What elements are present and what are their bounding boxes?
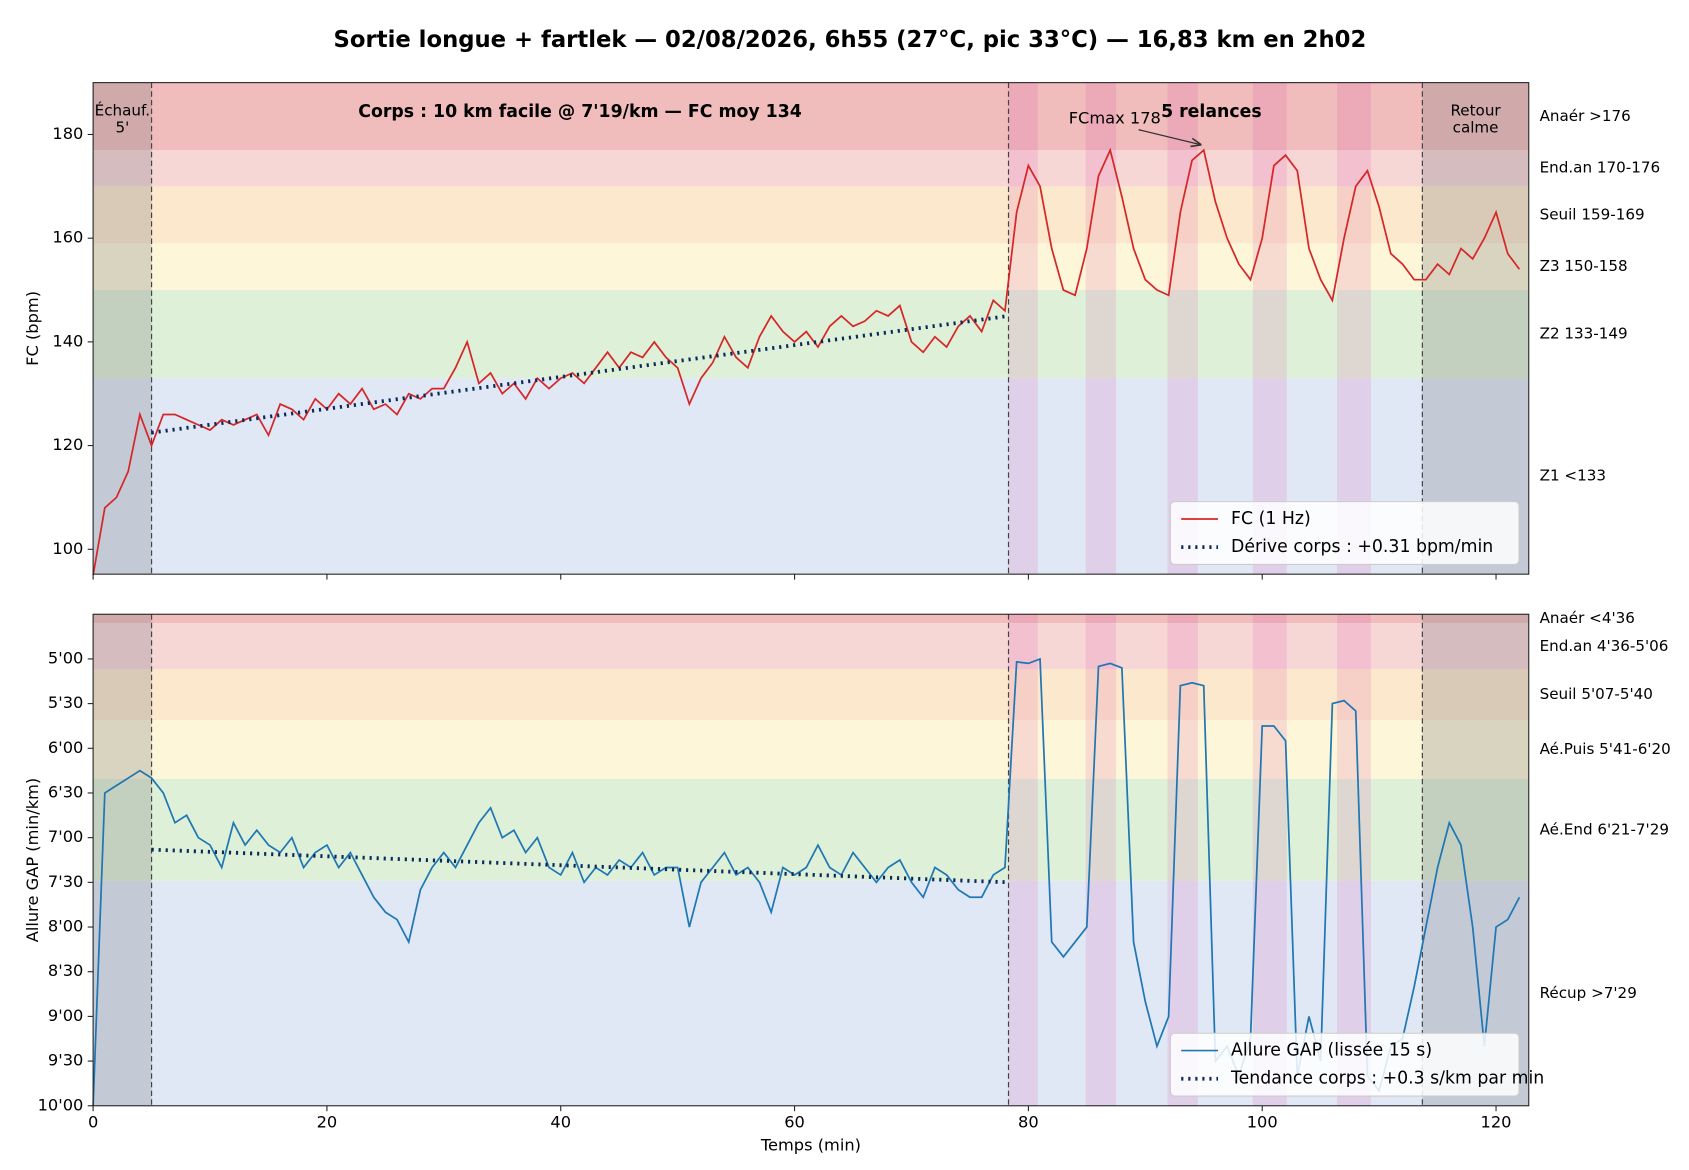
y-tick-label: 120 bbox=[52, 435, 83, 454]
y-axis-label: Allure GAP (min/km) bbox=[23, 778, 42, 942]
zone-label: Seuil 5'07-5'40 bbox=[1540, 685, 1653, 703]
zone-label: Aé.End 6'21-7'29 bbox=[1540, 820, 1669, 838]
zone-label: Z1 <133 bbox=[1540, 467, 1606, 485]
warmup-label: Échauf. bbox=[95, 100, 150, 119]
zone-band bbox=[93, 669, 1529, 720]
zone-band bbox=[93, 82, 1529, 151]
zone-label: Aé.Puis 5'41-6'20 bbox=[1540, 740, 1671, 758]
chart-title: Sortie longue + fartlek — 02/08/2026, 6h… bbox=[334, 27, 1367, 53]
relance-span bbox=[1167, 614, 1198, 1106]
x-tick-label: 20 bbox=[317, 1113, 338, 1132]
y-tick-label: 180 bbox=[52, 124, 83, 143]
y-tick-label: 8'00 bbox=[48, 917, 83, 936]
zone-label: Z2 133-149 bbox=[1540, 325, 1628, 343]
y-tick-label: 6'30 bbox=[48, 782, 83, 801]
plot-frame bbox=[92, 613, 1530, 1107]
zone-label: Anaér <4'36 bbox=[1540, 609, 1635, 627]
zone-label: Z3 150-158 bbox=[1540, 257, 1628, 275]
zone-label: End.an 4'36-5'06 bbox=[1540, 637, 1669, 655]
relance-span bbox=[1252, 614, 1287, 1106]
legend-label: FC (1 Hz) bbox=[1231, 509, 1311, 529]
data-line bbox=[92, 657, 1521, 1106]
zone-label: Récup >7'29 bbox=[1540, 984, 1637, 1002]
y-tick-label: 7'00 bbox=[48, 827, 83, 846]
warmup-label: 5' bbox=[115, 119, 129, 137]
relance-span bbox=[1085, 614, 1117, 1106]
y-tick-label: 6'00 bbox=[48, 738, 83, 757]
zone-label: Seuil 159-169 bbox=[1540, 205, 1645, 223]
y-tick-label: 10'00 bbox=[38, 1095, 84, 1114]
y-tick-label: 140 bbox=[52, 331, 83, 350]
zone-band bbox=[93, 243, 1529, 291]
warmup-span bbox=[93, 82, 152, 575]
relance-span bbox=[1337, 82, 1371, 575]
relance-span bbox=[1085, 82, 1117, 575]
plot-frame bbox=[92, 82, 1530, 575]
x-tick-label: 100 bbox=[1247, 1113, 1278, 1132]
legend-label: Dérive corps : +0.31 bpm/min bbox=[1231, 537, 1493, 557]
y-tick-label: 5'00 bbox=[48, 648, 83, 667]
cooldown-span bbox=[1422, 82, 1529, 575]
y-axis-label: FC (bpm) bbox=[23, 291, 42, 366]
x-axis-label: Temps (min) bbox=[760, 1135, 861, 1154]
legend-box bbox=[1169, 501, 1520, 565]
cooldown-span bbox=[1422, 614, 1529, 1106]
fcmax-arrow bbox=[1138, 129, 1202, 145]
body-label: Corps : 10 km facile @ 7'19/km — FC moy … bbox=[358, 102, 802, 122]
y-tick-label: 160 bbox=[52, 228, 83, 247]
zone-label: Anaér >176 bbox=[1540, 107, 1631, 125]
y-tick-label: 9'00 bbox=[48, 1006, 83, 1025]
relances-label: 5 relances bbox=[1161, 102, 1262, 122]
x-tick-label: 80 bbox=[1018, 1113, 1039, 1132]
y-tick-label: 100 bbox=[52, 539, 83, 558]
legend-label: Tendance corps : +0.3 s/km par min bbox=[1230, 1069, 1544, 1089]
x-tick-label: 0 bbox=[88, 1113, 98, 1132]
zone-band bbox=[93, 614, 1529, 624]
relance-span bbox=[1167, 82, 1198, 575]
zone-band bbox=[93, 719, 1529, 779]
zone-band bbox=[93, 623, 1529, 670]
data-line bbox=[92, 147, 1521, 576]
legend-label: Allure GAP (lissée 15 s) bbox=[1231, 1041, 1432, 1061]
fcmax-label: FCmax 178 bbox=[1069, 108, 1161, 127]
x-tick-label: 60 bbox=[784, 1113, 805, 1132]
relance-span bbox=[1008, 82, 1038, 575]
zone-band bbox=[93, 290, 1529, 379]
x-tick-label: 40 bbox=[550, 1113, 571, 1132]
relance-span bbox=[1252, 82, 1287, 575]
legend-box bbox=[1169, 1032, 1520, 1097]
x-tick-label: 120 bbox=[1481, 1113, 1512, 1132]
cooldown-label: calme bbox=[1453, 119, 1499, 137]
zone-band bbox=[93, 150, 1529, 187]
relance-span bbox=[1008, 614, 1038, 1106]
y-tick-label: 7'30 bbox=[48, 872, 83, 891]
y-tick-label: 8'30 bbox=[48, 961, 83, 980]
zone-band bbox=[93, 778, 1529, 881]
zone-label: End.an 170-176 bbox=[1540, 159, 1661, 177]
zone-band bbox=[93, 186, 1529, 244]
y-tick-label: 5'30 bbox=[48, 693, 83, 712]
y-tick-label: 9'30 bbox=[48, 1051, 83, 1070]
cooldown-label: Retour bbox=[1450, 101, 1501, 119]
